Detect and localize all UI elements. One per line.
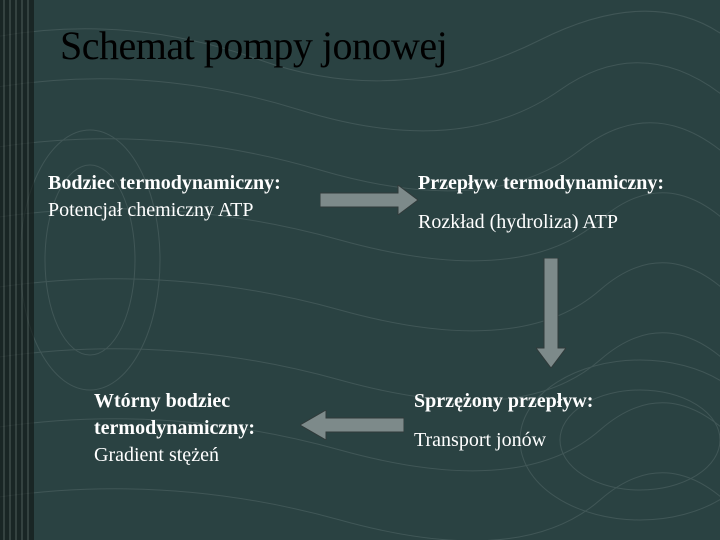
block-heading: Przepływ termodynamiczny: xyxy=(418,170,664,197)
block-heading-line2: termodynamiczny: xyxy=(94,415,255,442)
arrow-down-icon xyxy=(536,258,566,368)
block-heading-line1: Wtórny bodziec xyxy=(94,388,255,415)
block-flow-primary: Przepływ termodynamiczny: Rozkład (hydro… xyxy=(418,170,664,236)
block-sub: Gradient stężeń xyxy=(94,442,255,469)
block-heading: Bodziec termodynamiczny: xyxy=(48,170,281,197)
page-title: Schemat pompy jonowej xyxy=(60,22,447,69)
arrow-right-icon xyxy=(320,185,418,215)
block-stimulus-secondary: Wtórny bodziec termodynamiczny: Gradient… xyxy=(94,388,255,469)
block-sub: Rozkład (hydroliza) ATP xyxy=(418,209,664,236)
block-sub: Potencjał chemiczny ATP xyxy=(48,197,281,224)
arrow-left-icon xyxy=(300,410,404,440)
block-stimulus-primary: Bodziec termodynamiczny: Potencjał chemi… xyxy=(48,170,281,224)
block-flow-coupled: Sprzężony przepływ: Transport jonów xyxy=(414,388,593,454)
block-heading: Sprzężony przepływ: xyxy=(414,388,593,415)
block-sub: Transport jonów xyxy=(414,427,593,454)
